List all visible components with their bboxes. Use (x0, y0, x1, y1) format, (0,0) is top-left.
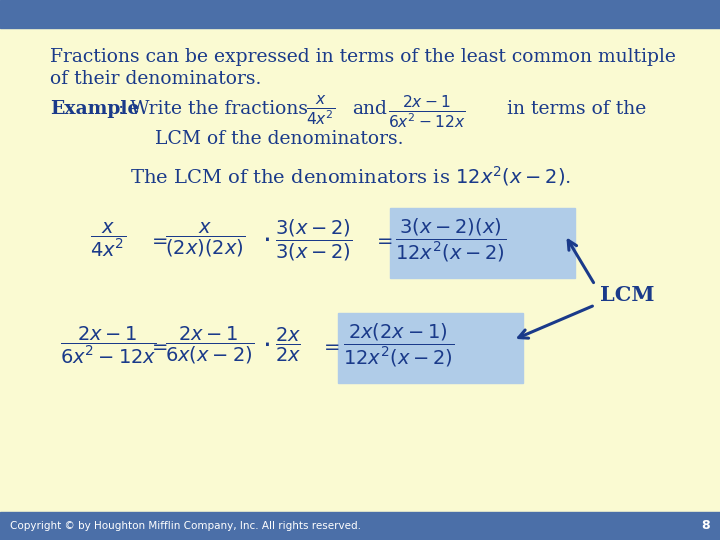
Bar (0, 0, 720, 28)
Text: $=$: $=$ (320, 335, 340, 354)
Text: Copyright © by Houghton Mifflin Company, Inc. All rights reserved.: Copyright © by Houghton Mifflin Company,… (10, 521, 361, 531)
Text: Example: Example (50, 100, 140, 118)
Text: $\dfrac{2x}{2x}$: $\dfrac{2x}{2x}$ (275, 326, 301, 364)
Text: LCM: LCM (600, 285, 654, 305)
Text: $\dfrac{2x(2x-1)}{12x^2(x-2)}$: $\dfrac{2x(2x-1)}{12x^2(x-2)}$ (343, 321, 454, 369)
Text: of their denominators.: of their denominators. (50, 70, 261, 88)
Text: $\dfrac{2x-1}{6x(x-2)}$: $\dfrac{2x-1}{6x(x-2)}$ (165, 325, 254, 366)
Text: : Write the fractions: : Write the fractions (118, 100, 308, 118)
Text: 8: 8 (701, 519, 710, 532)
Text: $=$: $=$ (373, 231, 393, 249)
Text: $\dfrac{3(x-2)(x)}{12x^2(x-2)}$: $\dfrac{3(x-2)(x)}{12x^2(x-2)}$ (395, 216, 507, 264)
Text: $\dfrac{2x-1}{6x^2-12x}$: $\dfrac{2x-1}{6x^2-12x}$ (60, 324, 156, 366)
Text: $\dfrac{x}{4x^2}$: $\dfrac{x}{4x^2}$ (90, 221, 126, 259)
Text: Fractions can be expressed in terms of the least common multiple: Fractions can be expressed in terms of t… (50, 48, 676, 66)
Text: $\dfrac{3(x-2)}{3(x-2)}$: $\dfrac{3(x-2)}{3(x-2)}$ (275, 218, 353, 262)
Text: LCM of the denominators.: LCM of the denominators. (155, 130, 403, 148)
Text: $\cdot$: $\cdot$ (262, 226, 270, 254)
Text: in terms of the: in terms of the (507, 100, 647, 118)
Text: and: and (352, 100, 387, 118)
Bar (338, 313, 523, 383)
Text: $\cdot$: $\cdot$ (262, 331, 270, 359)
Text: $=$: $=$ (148, 231, 168, 249)
Bar (390, 208, 575, 278)
Text: $=$: $=$ (148, 335, 168, 354)
Text: The LCM of the denominators is $12x^2(x - 2)$.: The LCM of the denominators is $12x^2(x … (130, 164, 572, 188)
Text: $\dfrac{x}{(2x)(2x)}$: $\dfrac{x}{(2x)(2x)}$ (165, 221, 246, 259)
Text: $\frac{x}{4x^2}$: $\frac{x}{4x^2}$ (306, 94, 336, 129)
Text: $\frac{2x-1}{6x^2-12x}$: $\frac{2x-1}{6x^2-12x}$ (388, 94, 465, 131)
Bar (0, 512, 720, 540)
